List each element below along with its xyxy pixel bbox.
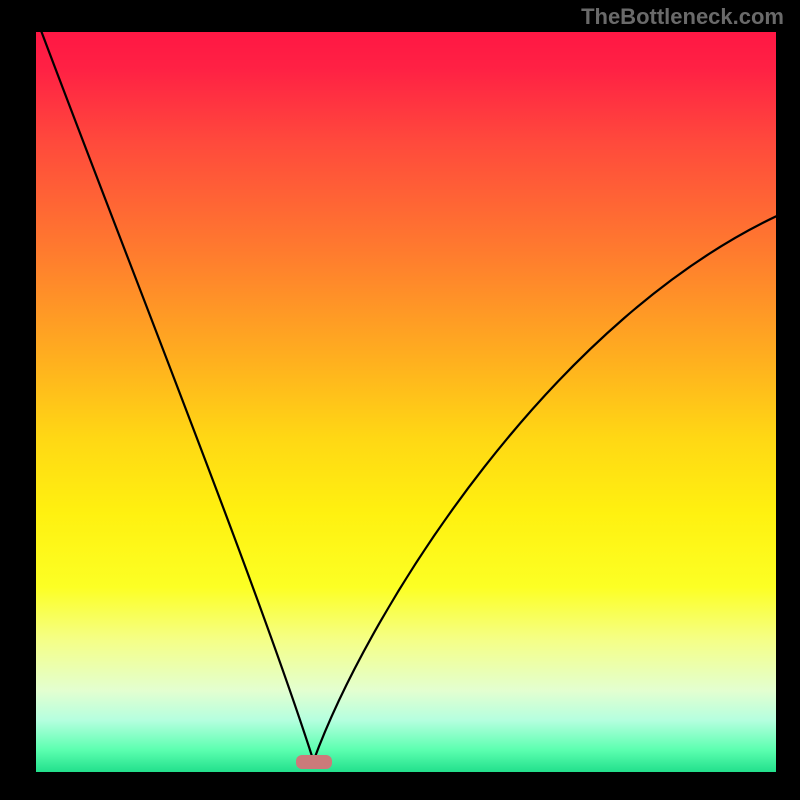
vertex-marker	[296, 755, 332, 769]
chart-container: TheBottleneck.com	[0, 0, 800, 800]
v-curve-path	[36, 32, 776, 761]
curve-svg	[36, 32, 776, 772]
plot-area	[36, 32, 776, 772]
watermark-text: TheBottleneck.com	[581, 4, 784, 30]
